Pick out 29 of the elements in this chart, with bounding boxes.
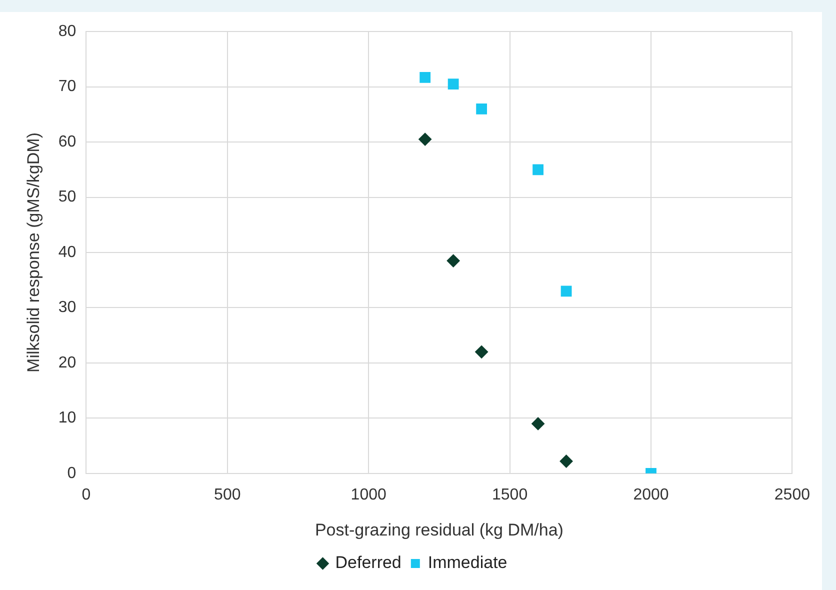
y-tick-label: 10 bbox=[58, 410, 76, 427]
y-tick-label: 40 bbox=[58, 244, 76, 261]
y-axis-title: Milksolid response (gMS/kgDM) bbox=[24, 132, 43, 372]
point bbox=[560, 454, 573, 468]
y-tick-label: 50 bbox=[58, 188, 76, 206]
y-tick-label: 80 bbox=[58, 23, 76, 40]
y-tick-label: 0 bbox=[67, 464, 76, 482]
point bbox=[476, 103, 488, 114]
point bbox=[532, 417, 545, 430]
x-tick-label: 0 bbox=[82, 486, 91, 504]
point bbox=[420, 72, 431, 83]
x-axis-title: Post-grazing residual (kg DM/ha) bbox=[314, 520, 564, 540]
y-tick-label: 60 bbox=[58, 133, 76, 150]
point bbox=[560, 286, 572, 297]
point bbox=[532, 164, 544, 176]
x-tick-label: 1000 bbox=[350, 486, 386, 504]
y-tick-label: 30 bbox=[58, 299, 76, 316]
x-tick-label: 1500 bbox=[492, 486, 528, 504]
x-tick-label: 2000 bbox=[633, 486, 669, 504]
y-tick-label: 70 bbox=[58, 78, 76, 96]
legend-label: Deferred bbox=[335, 553, 402, 572]
point bbox=[475, 345, 488, 358]
x-tick-label: 500 bbox=[214, 486, 241, 504]
x-tick-label: 2500 bbox=[774, 486, 810, 504]
point bbox=[418, 132, 432, 146]
y-tick-label: 20 bbox=[58, 354, 76, 372]
point bbox=[448, 78, 459, 90]
point bbox=[446, 254, 460, 268]
legend-label: Immediate bbox=[428, 553, 508, 572]
